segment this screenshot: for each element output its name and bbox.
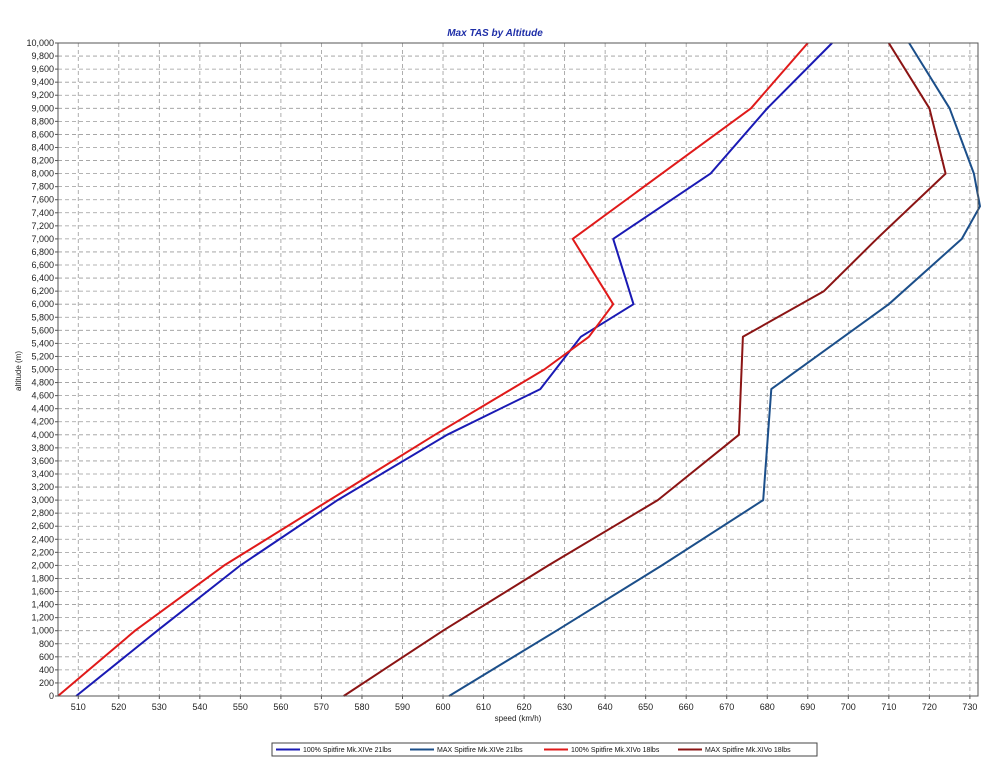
y-tick-label: 7,000 <box>31 234 54 244</box>
x-tick-label: 670 <box>719 702 734 712</box>
y-tick-label: 8,200 <box>31 156 54 166</box>
x-tick-label: 600 <box>436 702 451 712</box>
x-tick-label: 680 <box>760 702 775 712</box>
legend-entry: 100% Spitfire Mk.XIVe 21lbs <box>303 747 392 754</box>
x-tick-label: 530 <box>152 702 167 712</box>
legend-entry: MAX Spitfire Mk.XIVo 18lbs <box>705 747 791 754</box>
y-tick-label: 4,600 <box>31 391 54 401</box>
y-axis-ticks: 0 200 400 600 800 1,000 1,200 1,400 1,600 1,800 2,… <box>26 38 58 701</box>
x-tick-label: 540 <box>192 702 207 712</box>
y-tick-label: 7,400 <box>31 208 54 218</box>
y-tick-label: 800 <box>39 639 54 649</box>
x-tick-label: 520 <box>111 702 126 712</box>
x-tick-label: 620 <box>517 702 532 712</box>
y-tick-label: 6,400 <box>31 273 54 283</box>
y-tick-label: 1,600 <box>31 587 54 597</box>
y-tick-label: 6,600 <box>31 260 54 270</box>
legend: 100% Spitfire Mk.XIVe 21lbs MAX Spitfire … <box>271 742 818 757</box>
y-tick-label: 0 <box>49 691 54 701</box>
legend-entry: 100% Spitfire Mk.XIVo 18lbs <box>571 747 660 754</box>
x-tick-label: 720 <box>922 702 937 712</box>
y-tick-label: 9,000 <box>31 103 54 113</box>
y-tick-label: 2,000 <box>31 560 54 570</box>
y-tick-label: 7,600 <box>31 195 54 205</box>
y-tick-label: 7,800 <box>31 182 54 192</box>
x-tick-label: 690 <box>800 702 815 712</box>
plot-area <box>58 43 978 696</box>
x-tick-label: 510 <box>71 702 86 712</box>
x-tick-label: 650 <box>638 702 653 712</box>
x-tick-label: 640 <box>598 702 613 712</box>
y-tick-label: 400 <box>39 665 54 675</box>
y-tick-label: 3,400 <box>31 469 54 479</box>
y-tick-label: 8,000 <box>31 169 54 179</box>
y-tick-label: 6,000 <box>31 299 54 309</box>
x-tick-label: 560 <box>273 702 288 712</box>
y-tick-label: 5,600 <box>31 325 54 335</box>
y-tick-label: 6,200 <box>31 286 54 296</box>
y-tick-label: 8,600 <box>31 129 54 139</box>
x-tick-label: 630 <box>557 702 572 712</box>
legend-entry: MAX Spitfire Mk.XIVe 21lbs <box>437 747 523 754</box>
y-tick-label: 3,800 <box>31 443 54 453</box>
series-line-3 <box>57 42 809 697</box>
x-tick-label: 700 <box>841 702 856 712</box>
x-tick-label: 580 <box>354 702 369 712</box>
y-tick-label: 4,400 <box>31 404 54 414</box>
series-line-4 <box>343 42 947 697</box>
x-tick-label: 570 <box>314 702 329 712</box>
y-tick-label: 4,000 <box>31 430 54 440</box>
y-tick-label: 4,200 <box>31 417 54 427</box>
y-tick-label: 1,000 <box>31 626 54 636</box>
x-tick-label: 590 <box>395 702 410 712</box>
y-tick-label: 5,200 <box>31 351 54 361</box>
y-tick-label: 9,800 <box>31 51 54 61</box>
y-tick-label: 9,400 <box>31 77 54 87</box>
y-tick-label: 600 <box>39 652 54 662</box>
chart-title: Max TAS by Altitude <box>447 28 543 39</box>
x-tick-label: 710 <box>881 702 896 712</box>
x-tick-label: 660 <box>679 702 694 712</box>
x-axis-ticks: 510 520 530 540 550 560 570 580 590 600 610 620 630 6… <box>71 696 977 712</box>
y-tick-label: 2,400 <box>31 534 54 544</box>
y-tick-label: 3,000 <box>31 495 54 505</box>
y-tick-label: 5,800 <box>31 312 54 322</box>
x-tick-label: 550 <box>233 702 248 712</box>
y-tick-label: 5,000 <box>31 365 54 375</box>
series-line-2 <box>448 42 981 697</box>
y-tick-label: 3,600 <box>31 456 54 466</box>
y-tick-label: 2,800 <box>31 508 54 518</box>
y-tick-label: 10,000 <box>26 38 54 48</box>
y-tick-label: 5,400 <box>31 338 54 348</box>
y-tick-label: 7,200 <box>31 221 54 231</box>
y-tick-label: 1,200 <box>31 613 54 623</box>
y-axis-label: altitude (m) <box>14 351 23 391</box>
x-axis-label: speed (km/h) <box>495 714 542 723</box>
y-tick-label: 2,600 <box>31 521 54 531</box>
y-tick-label: 4,800 <box>31 378 54 388</box>
x-tick-label: 610 <box>476 702 491 712</box>
y-tick-label: 2,200 <box>31 547 54 557</box>
y-tick-label: 8,800 <box>31 116 54 126</box>
y-tick-label: 8,400 <box>31 142 54 152</box>
series-layer <box>57 42 981 697</box>
y-tick-label: 3,200 <box>31 482 54 492</box>
series-line-1 <box>75 42 833 697</box>
y-tick-label: 1,800 <box>31 573 54 583</box>
y-tick-label: 200 <box>39 678 54 688</box>
grid <box>58 43 978 696</box>
y-tick-label: 1,400 <box>31 600 54 610</box>
y-tick-label: 9,200 <box>31 90 54 100</box>
x-tick-label: 730 <box>962 702 977 712</box>
y-tick-label: 6,800 <box>31 247 54 257</box>
y-tick-label: 9,600 <box>31 64 54 74</box>
